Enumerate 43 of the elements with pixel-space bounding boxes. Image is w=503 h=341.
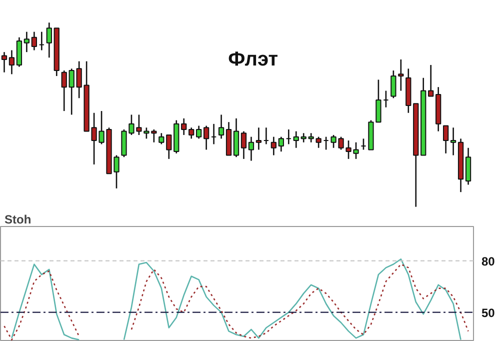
candlestick — [308, 132, 314, 143]
candlestick — [293, 130, 299, 149]
annotation: Флэт — [228, 48, 278, 70]
candlestick — [8, 50, 15, 75]
candlestick — [1, 51, 8, 73]
candlestick — [278, 136, 284, 152]
candlestick — [166, 134, 172, 160]
candlestick — [68, 68, 74, 116]
candlestick — [218, 114, 224, 140]
candlestick — [240, 130, 247, 160]
candlestick — [181, 118, 187, 136]
candlestick — [442, 125, 449, 154]
chart-title: Stoh — [4, 212, 32, 226]
candlestick — [61, 70, 67, 112]
candlestick — [465, 147, 472, 186]
candlestick — [46, 22, 52, 58]
candlestick — [24, 31, 30, 53]
candlestick — [270, 136, 276, 156]
candlestick — [263, 126, 270, 145]
candlestick — [360, 138, 366, 150]
candlestick — [428, 64, 434, 97]
candlestick — [248, 136, 254, 162]
candlestick — [256, 126, 262, 150]
candlestick — [376, 79, 382, 123]
candlestick — [210, 123, 217, 145]
y-tick-label: 50 — [482, 306, 496, 320]
candlestick — [203, 125, 210, 150]
candlestick — [300, 132, 306, 143]
y-tick-label: 80 — [482, 254, 496, 268]
candlestick — [286, 128, 292, 145]
candlestick — [196, 125, 202, 140]
candlestick — [158, 132, 164, 145]
candlestick — [383, 90, 389, 108]
candlestick — [398, 58, 404, 92]
candlestick — [316, 136, 322, 149]
candlestick — [16, 36, 22, 68]
candlestick — [390, 70, 396, 99]
candlestick — [31, 31, 37, 51]
candlestick — [188, 126, 194, 140]
candlestick — [450, 126, 456, 156]
candlestick — [38, 31, 44, 51]
candlestick — [323, 136, 329, 150]
candlestick — [233, 118, 240, 158]
